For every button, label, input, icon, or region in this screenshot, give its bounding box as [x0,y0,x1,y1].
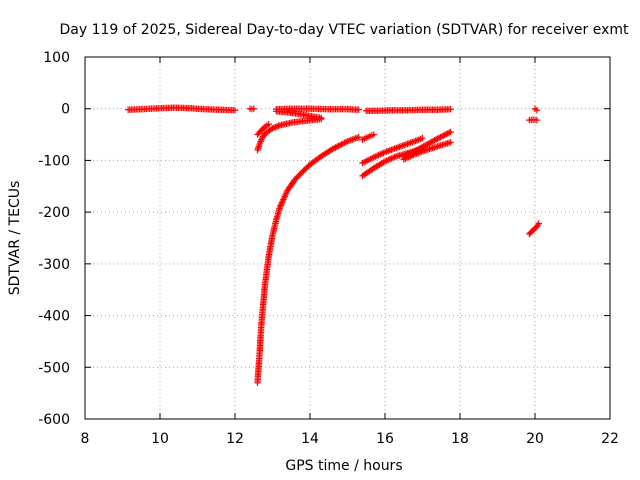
x-tick-label: 22 [601,431,619,447]
data-point-interp [277,202,284,209]
data-point-interp [440,132,447,139]
data-point [447,139,454,146]
data-point [535,220,542,227]
data-point-interp [281,193,288,200]
data-point-interp [444,130,451,137]
y-tick-label: -300 [38,257,70,273]
data-point-interp [342,138,350,146]
plot-frame [84,56,611,420]
x-tick-label: 18 [451,431,469,447]
data-point-interp [432,136,440,143]
series-0 [124,104,239,114]
data-point [355,106,362,113]
data-point [318,115,325,123]
x-tick-label: 16 [376,431,394,447]
x-tick-label: 12 [226,431,244,447]
y-axis-ticks: -600 -500 -400 -300 -200 -100 0 100 [38,50,610,428]
data-point-interp [435,134,443,142]
y-tick-label: -500 [38,360,70,376]
data-point-interp [272,123,279,131]
series-13 [531,105,541,114]
series-14 [526,116,541,124]
data-point [434,135,441,142]
series-12 [400,139,454,163]
data-point-interp [273,123,281,130]
data-point [419,134,426,142]
data-point [231,107,239,114]
x-tick-label: 14 [301,431,319,447]
data-point [370,131,377,138]
y-tick-label: 100 [43,50,70,66]
x-axis-ticks: 8 10 12 14 16 18 20 22 [81,57,619,447]
data-point-interp [282,191,289,199]
data-point [265,121,272,128]
data-points [124,104,542,386]
data-point-interp [278,199,286,206]
data-point [250,105,257,112]
series-7 [254,133,362,386]
series-3 [363,106,454,114]
data-point [276,203,284,211]
data-point [533,107,541,114]
series-15 [526,220,542,238]
y-tick-label: -600 [38,412,70,428]
y-tick-label: -200 [38,205,70,221]
x-tick-label: 8 [81,431,90,447]
data-point-interp [270,124,278,131]
data-point-interp [441,131,448,139]
data-point-interp [445,129,453,136]
data-point-interp [280,196,287,203]
data-point-interp [280,194,288,202]
data-point-interp [278,200,285,208]
y-tick-label: -100 [38,153,70,169]
chart-title: Day 119 of 2025, Sidereal Day-to-day VTE… [60,22,630,38]
data-point-interp [443,131,450,138]
data-point [447,128,454,136]
data-point-interp [275,122,282,130]
data-point-interp [437,134,444,141]
data-point [355,133,362,141]
x-tick-label: 10 [151,431,169,447]
data-point [447,106,454,113]
data-point [533,116,541,124]
y-axis-label: SDTVAR / TECUs [7,181,23,296]
series-1 [246,105,257,113]
data-point [269,125,276,132]
series-8 [359,131,377,143]
x-axis-label: GPS time / hours [285,458,402,474]
data-point-interp [438,133,446,140]
series-9 [359,134,426,167]
data-point-interp [282,190,290,197]
y-tick-label: -400 [38,309,70,325]
series-6 [254,121,272,138]
data-point-interp [279,197,286,205]
y-tick-label: 0 [61,102,70,118]
series-5 [254,115,325,154]
x-tick-label: 20 [526,431,544,447]
